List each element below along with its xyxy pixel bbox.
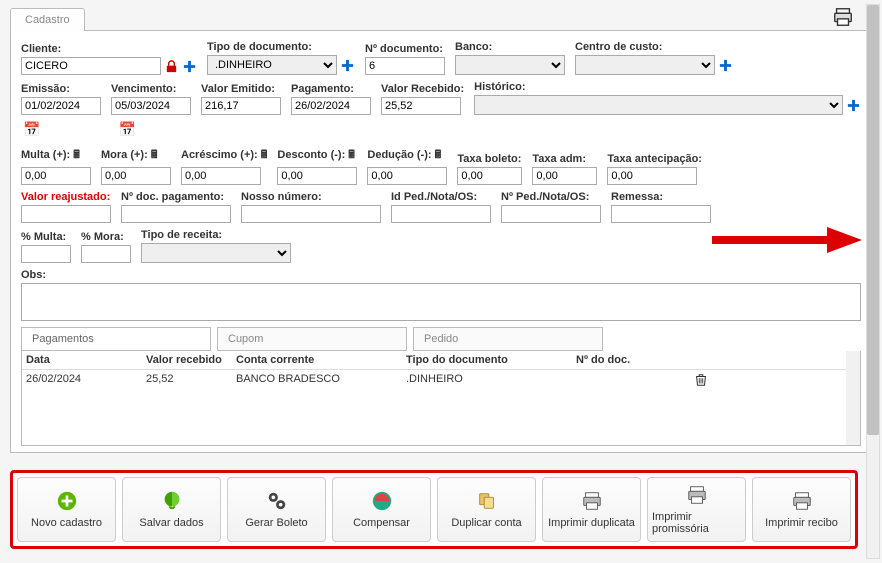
subtab-pagamentos[interactable]: Pagamentos: [21, 327, 211, 351]
banco-select[interactable]: [455, 55, 565, 75]
field-n-documento: Nº documento:: [365, 43, 445, 75]
multa-input[interactable]: [21, 167, 91, 185]
action-toolbar: Novo cadastro Salvar dados Gerar Boleto …: [10, 470, 858, 549]
id-ped-nota-os-input[interactable]: [391, 205, 491, 223]
emissao-input[interactable]: [21, 97, 101, 115]
calc-icon[interactable]: 🖩: [261, 149, 268, 161]
vencimento-input[interactable]: [111, 97, 191, 115]
printer-icon: [581, 490, 603, 512]
tipo-documento-select[interactable]: .DINHEIRO: [207, 55, 337, 75]
add-icon: [56, 490, 78, 512]
calc-icon[interactable]: 🖩: [151, 149, 158, 161]
field-centro-custo: Centro de custo:: [575, 41, 733, 75]
gear-icon: [266, 490, 288, 512]
nosso-numero-input[interactable]: [241, 205, 381, 223]
imprimir-promissoria-button[interactable]: Imprimir promissória: [647, 477, 746, 542]
novo-cadastro-button[interactable]: Novo cadastro: [17, 477, 116, 542]
table-row[interactable]: 26/02/2024 25,52 BANCO BRADESCO .DINHEIR…: [22, 370, 860, 393]
taxa-boleto-input[interactable]: [457, 167, 522, 185]
print-icon[interactable]: [832, 6, 854, 31]
delete-icon[interactable]: [686, 373, 716, 390]
n-documento-input[interactable]: [365, 57, 445, 75]
pct-mora-input[interactable]: [81, 245, 131, 263]
calendar-icon[interactable]: 📅: [118, 121, 135, 138]
tab-cadastro[interactable]: Cadastro: [10, 8, 85, 31]
printer-icon: [686, 484, 708, 506]
field-cliente: Cliente:: [21, 43, 197, 75]
n-ped-nota-os-input[interactable]: [501, 205, 601, 223]
imprimir-recibo-button[interactable]: Imprimir recibo: [752, 477, 851, 542]
imprimir-duplicata-button[interactable]: Imprimir duplicata: [542, 477, 641, 542]
taxa-adm-input[interactable]: [532, 167, 597, 185]
duplicate-icon: [476, 490, 498, 512]
deducao-input[interactable]: [367, 167, 447, 185]
taxa-antecipacao-input[interactable]: [607, 167, 697, 185]
calendar-icon[interactable]: 📅: [23, 121, 40, 138]
annotation-arrow: [712, 225, 862, 255]
plus-icon[interactable]: [718, 58, 733, 73]
acrescimo-input[interactable]: [181, 167, 261, 185]
save-icon: [161, 490, 183, 512]
tipo-receita-select[interactable]: [141, 243, 291, 263]
gerar-boleto-button[interactable]: Gerar Boleto: [227, 477, 326, 542]
plus-icon[interactable]: [846, 98, 861, 113]
mora-input[interactable]: [101, 167, 171, 185]
centro-custo-select[interactable]: [575, 55, 715, 75]
field-banco: Banco:: [455, 41, 565, 75]
remessa-input[interactable]: [611, 205, 711, 223]
n-doc-pagamento-input[interactable]: [121, 205, 231, 223]
calc-icon[interactable]: 🖩: [435, 149, 442, 161]
plus-icon[interactable]: [182, 59, 197, 74]
calc-icon[interactable]: 🖩: [73, 149, 80, 161]
lock-icon[interactable]: [164, 59, 179, 74]
subtab-pedido[interactable]: Pedido: [413, 327, 603, 351]
printer-icon: [791, 490, 813, 512]
plus-icon[interactable]: [340, 58, 355, 73]
pct-multa-input[interactable]: [21, 245, 71, 263]
calc-icon[interactable]: 🖩: [348, 149, 355, 161]
compensar-button[interactable]: Compensar: [332, 477, 431, 542]
obs-textarea[interactable]: [21, 283, 861, 321]
historico-select[interactable]: [474, 95, 843, 115]
compensar-icon: [371, 490, 393, 512]
subtab-cupom[interactable]: Cupom: [217, 327, 407, 351]
pagamento-input[interactable]: [291, 97, 371, 115]
grid-scrollbar[interactable]: [846, 351, 860, 445]
valor-emitido-input[interactable]: [201, 97, 281, 115]
page-scrollbar[interactable]: [866, 4, 880, 559]
salvar-dados-button[interactable]: Salvar dados: [122, 477, 221, 542]
duplicar-conta-button[interactable]: Duplicar conta: [437, 477, 536, 542]
cliente-input[interactable]: [21, 57, 161, 75]
desconto-input[interactable]: [277, 167, 357, 185]
field-tipo-documento: Tipo de documento: .DINHEIRO: [207, 41, 355, 75]
valor-reajustado-input[interactable]: [21, 205, 111, 223]
pagamentos-grid: Data Valor recebido Conta corrente Tipo …: [21, 351, 861, 446]
valor-recebido-input[interactable]: [381, 97, 461, 115]
